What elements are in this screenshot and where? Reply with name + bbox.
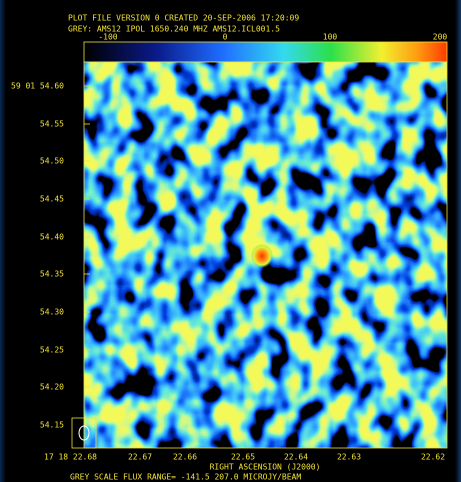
y-tick-label: 54.40 xyxy=(40,233,64,242)
y-tick-label: 54.25 xyxy=(40,346,64,355)
x-tick-label: 22.66 xyxy=(173,453,197,462)
x-tick-label: 17 18 22.68 xyxy=(44,453,97,462)
x-tick-label: 22.65 xyxy=(231,453,255,462)
source xyxy=(251,244,273,268)
y-tick-label: 54.45 xyxy=(40,195,64,204)
y-axis-labels: 59 01 54.60 54.55 54.50 54.45 54.40 54.35 54.3… xyxy=(11,82,90,430)
footer: GREY SCALE FLUX RANGE= -141.5 207.0 MICR… xyxy=(70,473,301,482)
x-axis-title: RIGHT ASCENSION (J2000) xyxy=(210,463,321,472)
y-tick-label: 54.50 xyxy=(40,157,64,166)
y-tick-label: 54.55 xyxy=(40,120,64,129)
y-tick-label: 54.30 xyxy=(40,308,64,317)
y-tick-label: 59 01 54.60 xyxy=(11,82,64,91)
header-line: PLOT FILE VERSION 0 CREATED 20-SEP-2006 … xyxy=(68,14,299,23)
colorbar-label: 100 xyxy=(323,33,338,42)
y-tick-label: 54.20 xyxy=(40,383,64,392)
colorbar-labels: -100 0 100 200 xyxy=(98,33,447,42)
colorbar xyxy=(84,42,447,62)
colorbar-label: -100 xyxy=(98,33,117,42)
screen: PLOT FILE VERSION 0 CREATED 20-SEP-2006 … xyxy=(0,0,461,482)
x-tick-label: 22.64 xyxy=(284,453,308,462)
x-axis-labels: 17 18 22.68 22.67 22.66 22.65 22.64 22.63 22.6… xyxy=(44,453,445,462)
y-tick-label: 54.35 xyxy=(40,270,64,279)
plot: PLOT FILE VERSION 0 CREATED 20-SEP-2006 … xyxy=(0,0,461,482)
x-tick-label: 22.67 xyxy=(128,453,152,462)
y-tick-label: 54.15 xyxy=(40,421,64,430)
colorbar-label: 0 xyxy=(223,33,228,42)
x-tick-label: 22.63 xyxy=(337,453,361,462)
colorbar-label: 200 xyxy=(433,33,448,42)
x-tick-label: 22.62 xyxy=(421,453,445,462)
